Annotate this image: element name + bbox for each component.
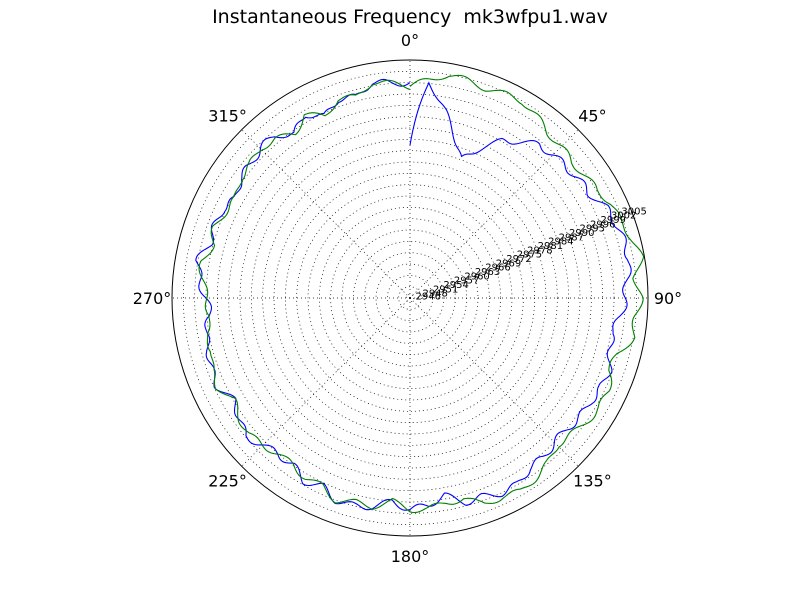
radial-gridline-14	[250, 138, 570, 458]
radial-tick-label-14: 2987	[559, 232, 584, 243]
radial-gridline-2	[386, 274, 434, 322]
radial-gridline-10	[296, 184, 524, 412]
radial-gridline-7	[330, 218, 490, 378]
angle-tick-label-0: 0°	[401, 31, 419, 50]
radial-gridline-15	[239, 127, 581, 469]
series-layer	[195, 74, 645, 514]
radial-tick-label-9: 2972	[506, 254, 531, 265]
radial-gridline-1	[398, 286, 422, 310]
radial-tick-label-3: 2954	[443, 280, 468, 291]
radial-tick-label-20: 3005	[621, 206, 646, 217]
angular-gridline-135	[409, 297, 579, 467]
radial-tick-label-17: 2996	[590, 219, 615, 230]
radial-tick-label-8: 2969	[496, 258, 521, 269]
radial-tick-label-10: 2975	[517, 250, 542, 261]
radial-tick-label-15: 2990	[569, 228, 594, 239]
polar-frame	[171, 59, 649, 537]
radial-tick-label-5: 2960	[464, 271, 489, 282]
series-line-1	[198, 74, 645, 514]
angle-tick-label-135: 135°	[573, 471, 612, 490]
angle-tick-label-225: 225°	[208, 471, 247, 490]
radial-tick-label-7: 2966	[485, 263, 510, 274]
angle-tick-label-270: 270°	[133, 289, 172, 308]
center-marker	[409, 297, 411, 299]
frame-layer	[171, 59, 649, 537]
angle-tick-label-180: 180°	[391, 547, 430, 566]
radial-tick-label-16: 2993	[580, 224, 605, 235]
angle-tick-label-45: 45°	[578, 107, 606, 126]
radial-gridline-16	[228, 116, 592, 480]
radial-gridline-3	[375, 263, 445, 333]
radial-tick-label-0: 2946	[415, 292, 440, 303]
angle-tick-label-90: 90°	[654, 289, 682, 308]
radial-tick-label-18: 2999	[600, 215, 625, 226]
radial-gridline-13	[262, 150, 558, 446]
chart-title: Instantaneous Frequency mk3wfpu1.wav	[212, 6, 608, 28]
angular-gridline-225	[241, 297, 411, 467]
radial-gridline-4	[364, 252, 456, 344]
radial-tick-label-12: 2981	[538, 241, 563, 252]
angle-tick-label-315: 315°	[208, 107, 247, 126]
radial-tick-label-11: 2978	[527, 245, 552, 256]
radial-gridline-0	[405, 293, 415, 303]
radial-tick-label-1: 2948	[422, 289, 447, 300]
radial-tick-label-13: 2984	[548, 237, 573, 248]
radial-tick-label-6: 2963	[475, 267, 500, 278]
label-layer: 0° 45° 90° 135° 180° 225° 270° 315° 294629482951…	[133, 31, 682, 566]
radial-gridline-20	[182, 70, 638, 526]
radial-tick-label-4: 2957	[454, 276, 479, 287]
radial-gridline-9	[307, 195, 513, 401]
radial-tick-label-19: 3002	[611, 211, 636, 222]
radial-gridline-8	[318, 206, 502, 390]
radial-tick-label-2: 2951	[433, 284, 458, 295]
angular-gridline-315	[241, 129, 411, 299]
